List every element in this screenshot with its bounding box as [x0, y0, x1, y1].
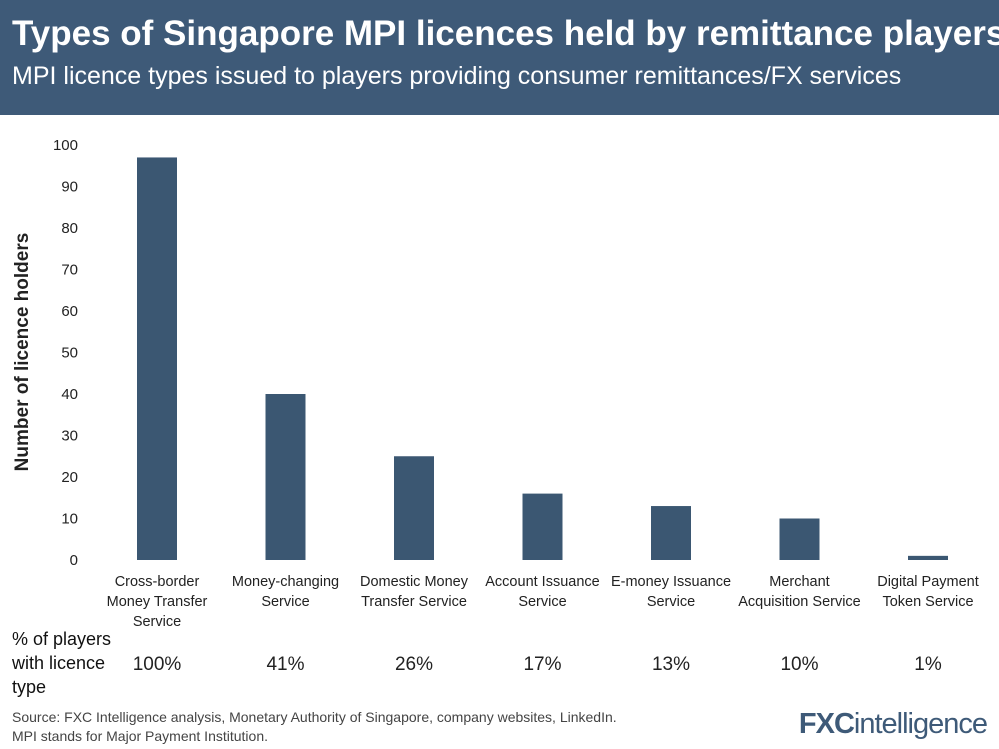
percent-label-line: % of players [12, 629, 112, 649]
bar [779, 518, 820, 560]
mpi-note: MPI stands for Major Payment Institution… [12, 728, 268, 744]
x-tick-label: Transfer Service [361, 594, 467, 610]
bar [137, 157, 177, 560]
x-tick-label: Service [133, 614, 181, 630]
x-tick-label: Token Service [882, 594, 973, 610]
bar [908, 555, 948, 560]
percent-value: 10% [780, 654, 819, 675]
percent-label-line: with licence [12, 653, 106, 673]
x-tick-label: Digital Payment [877, 574, 979, 590]
bar [265, 394, 306, 560]
percent-value: 1% [914, 654, 942, 675]
bar [651, 506, 691, 560]
percent-value: 100% [132, 654, 182, 675]
bar-chart: 0 10 20 30 40 50 60 70 80 90 100 Number of licence … [12, 137, 979, 630]
y-tick-label: 30 [61, 428, 78, 445]
percent-value: 17% [523, 654, 562, 675]
y-tick-label: 90 [61, 179, 78, 196]
x-tick-label: Account Issuance [485, 574, 599, 590]
header: Types of Singapore MPI licences held by … [0, 0, 999, 115]
y-tick-label: 0 [70, 552, 78, 569]
x-tick-label: Service [518, 594, 566, 610]
x-tick-label: Money Transfer [107, 594, 208, 610]
x-tick-label: E-money Issuance [611, 574, 731, 590]
x-tick-label: Acquisition Service [738, 594, 861, 610]
y-tick-label: 70 [61, 262, 78, 279]
y-tick-label: 40 [61, 386, 78, 403]
x-tick-label: Merchant [769, 574, 829, 590]
source-text: Source: FXC Intelligence analysis, Monet… [12, 709, 617, 725]
x-tick-label: Service [261, 594, 309, 610]
percent-value: 41% [266, 654, 305, 675]
chart-subtitle: MPI licence types issued to players prov… [12, 62, 902, 90]
x-tick-label: Service [647, 594, 695, 610]
percent-value: 13% [651, 654, 691, 675]
y-tick-label: 60 [61, 303, 78, 320]
fxc-logo: FXCintelligence [798, 708, 988, 740]
percent-row-label: % of players with licence type [12, 627, 132, 699]
x-tick-label: Money-changing [232, 574, 339, 590]
y-tick-label: 80 [61, 220, 78, 237]
chart-title: Types of Singapore MPI licences held by … [12, 14, 999, 53]
y-axis-label: Number of licence holders [12, 233, 33, 472]
percent-value: 26% [394, 654, 434, 675]
y-tick-label: 50 [61, 345, 78, 362]
percent-label-line: type [12, 677, 47, 697]
x-tick-label: Cross-border [115, 574, 200, 590]
bar [394, 456, 434, 560]
x-tick-label: Domestic Money [360, 574, 469, 590]
y-tick-label: 20 [61, 469, 78, 486]
source-note: Source: FXC Intelligence analysis, Monet… [12, 708, 617, 746]
y-tick-label: 10 [61, 511, 78, 528]
y-tick-label: 100 [53, 137, 78, 154]
bar [522, 493, 563, 560]
